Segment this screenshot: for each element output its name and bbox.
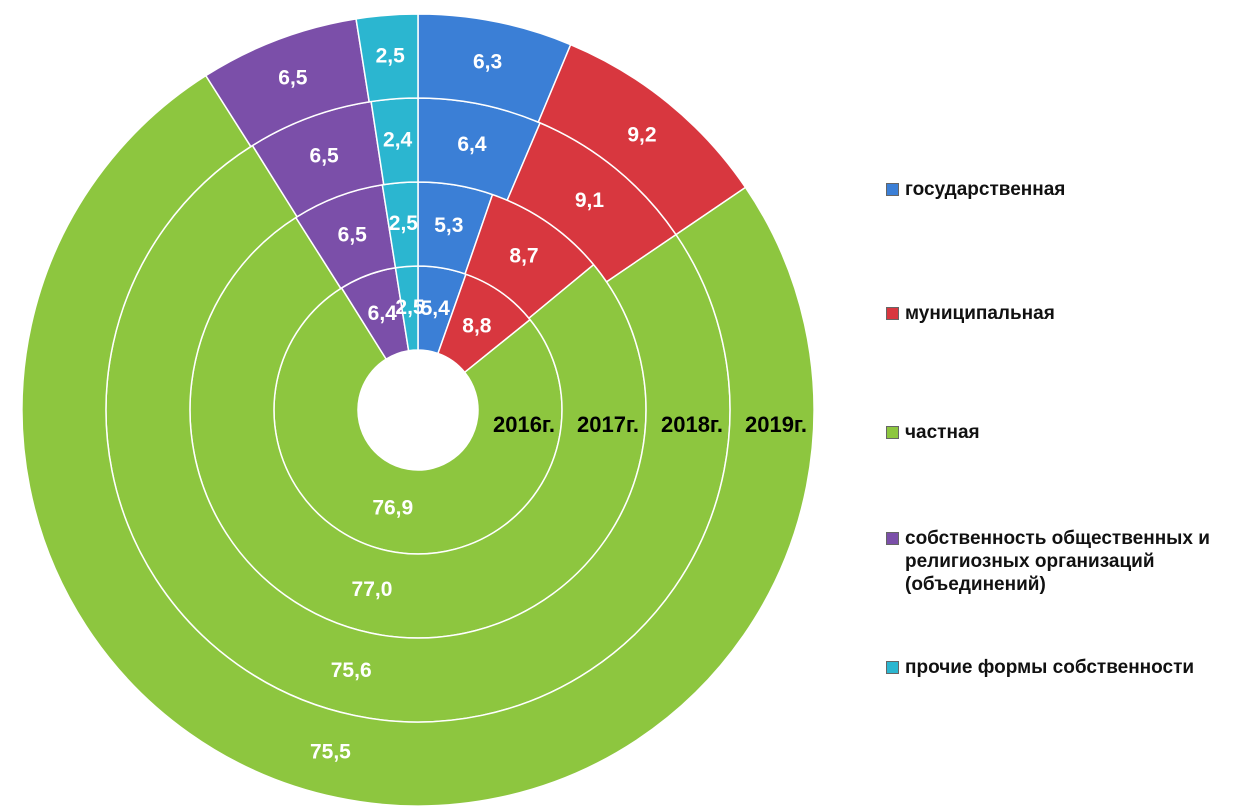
legend-label: прочие формы собственности	[905, 657, 1195, 678]
legend-label: государственная	[905, 179, 1066, 200]
data-label: 6,5	[278, 66, 308, 89]
legend-item: прочие формы собственности	[886, 656, 1251, 679]
legend-item: собственность общественных и религиозных…	[886, 527, 1251, 596]
data-label: 77,0	[352, 578, 393, 601]
legend-label: частная	[905, 422, 980, 443]
data-label: 6,4	[457, 133, 487, 156]
data-label: 2,4	[383, 128, 413, 151]
legend-item: частная	[886, 421, 1251, 444]
ring-label: 2016г.	[493, 412, 555, 437]
data-label: 75,5	[310, 741, 351, 764]
legend-swatch	[886, 426, 899, 439]
legend-swatch	[886, 532, 899, 545]
data-label: 9,1	[575, 189, 605, 212]
ring-segment	[21, 74, 815, 807]
data-label: 5,3	[434, 214, 463, 237]
legend-item: муниципальная	[886, 302, 1251, 325]
legend-swatch	[886, 183, 899, 196]
data-label: 8,7	[509, 245, 538, 268]
ring-label: 2019г.	[745, 412, 807, 437]
data-label: 2,5	[389, 212, 419, 235]
ring-segment	[355, 13, 419, 103]
legend-swatch	[886, 307, 899, 320]
ring-label: 2017г.	[577, 412, 639, 437]
data-label: 6,5	[310, 144, 340, 167]
ring-label: 2018г.	[661, 412, 723, 437]
legend-label: муниципальная	[905, 303, 1055, 324]
legend-item: государственная	[886, 178, 1251, 201]
data-label: 6,5	[338, 224, 368, 247]
data-label: 9,2	[627, 123, 656, 146]
data-label: 2,5	[376, 45, 406, 68]
data-label: 8,8	[462, 314, 492, 337]
data-label: 5,4	[421, 297, 451, 320]
legend-label: собственность общественных и религиозных…	[905, 528, 1210, 595]
legend-swatch	[886, 661, 899, 674]
data-label: 6,4	[368, 302, 398, 325]
data-label: 75,6	[331, 659, 372, 682]
data-label: 76,9	[372, 496, 413, 519]
data-label: 6,3	[473, 50, 502, 73]
data-label: 2,5	[395, 296, 425, 319]
